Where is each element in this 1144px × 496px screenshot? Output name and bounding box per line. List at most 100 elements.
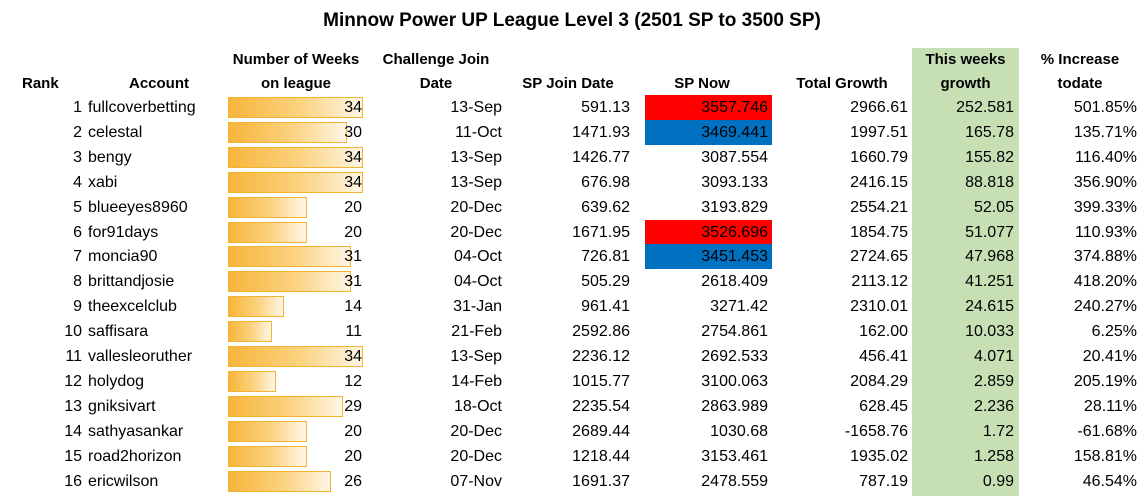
rank-cell: 13 bbox=[64, 397, 82, 415]
header-join-line2: Date bbox=[419, 75, 453, 92]
total-growth-cell: 2084.29 bbox=[850, 372, 908, 390]
sp-now-cell: 2754.861 bbox=[701, 323, 768, 341]
table-row: 11 vallesleoruther 34 13-Sep 2236.12 2692.533… bbox=[0, 344, 1144, 369]
sp-now-cell: 3271.42 bbox=[710, 298, 768, 316]
weeks-data-bar bbox=[228, 97, 363, 118]
weeks-cell: 20 bbox=[344, 223, 362, 241]
total-growth-cell: 2113.12 bbox=[851, 273, 908, 291]
rank-cell: 4 bbox=[73, 173, 82, 191]
sp-now-cell: 3193.829 bbox=[701, 198, 768, 216]
weeks-data-bar bbox=[228, 196, 307, 218]
account-cell: saffisara bbox=[88, 323, 149, 341]
weeks-cell: 26 bbox=[344, 472, 362, 490]
account-cell: holydog bbox=[88, 372, 145, 390]
total-growth-cell: 1935.02 bbox=[850, 447, 908, 465]
increase-cell: 356.90% bbox=[1073, 173, 1137, 191]
header-total-growth: Total Growth bbox=[796, 75, 888, 92]
weekly-growth-column-highlight bbox=[912, 48, 1019, 496]
header-rank: Rank bbox=[22, 75, 59, 92]
rank-cell: 3 bbox=[73, 148, 82, 166]
week-growth-cell: 41.251 bbox=[965, 273, 1014, 291]
sp-join-cell: 1691.37 bbox=[572, 472, 630, 490]
account-cell: theexcelclub bbox=[88, 298, 177, 316]
weeks-cell: 31 bbox=[344, 273, 362, 291]
rank-cell: 12 bbox=[64, 372, 82, 390]
join-date-cell: 21-Feb bbox=[451, 323, 502, 341]
table-row: 8 brittandjosie 31 04-Oct 505.29 2618.409 2113… bbox=[0, 269, 1144, 294]
sp-join-cell: 1015.77 bbox=[572, 372, 630, 390]
rank-cell: 11 bbox=[65, 348, 82, 365]
sp-now-cell: 3153.461 bbox=[701, 447, 768, 465]
weeks-data-bar bbox=[228, 221, 307, 243]
week-growth-cell: 4.071 bbox=[973, 348, 1014, 365]
increase-cell: 28.11% bbox=[1083, 397, 1137, 415]
sp-join-cell: 639.62 bbox=[581, 198, 630, 216]
total-growth-cell: 456.41 bbox=[859, 348, 908, 365]
header-join-line1: Challenge Join bbox=[382, 51, 490, 68]
week-growth-cell: 2.236 bbox=[973, 397, 1014, 415]
sp-now-highlight bbox=[645, 119, 772, 145]
join-date-cell: 18-Oct bbox=[453, 397, 502, 415]
sp-now-cell: 3100.063 bbox=[701, 372, 768, 390]
total-growth-cell: 1660.79 bbox=[850, 148, 908, 166]
week-growth-cell: 155.82 bbox=[965, 148, 1014, 166]
weeks-data-bar bbox=[228, 395, 343, 417]
sp-now-cell: 2692.533 bbox=[701, 348, 768, 365]
sp-join-cell: 2235.54 bbox=[572, 397, 630, 415]
increase-cell: 374.88% bbox=[1073, 248, 1137, 266]
account-cell: blueeyes8960 bbox=[88, 198, 188, 216]
account-cell: vallesleoruther bbox=[88, 348, 193, 365]
total-growth-cell: 2554.21 bbox=[850, 198, 908, 216]
sp-join-cell: 1218.44 bbox=[572, 447, 630, 465]
sp-now-cell: 2618.409 bbox=[701, 273, 768, 291]
increase-cell: 46.54% bbox=[1082, 472, 1137, 490]
sp-now-cell: 1030.68 bbox=[710, 422, 768, 440]
week-growth-cell: 0.99 bbox=[982, 472, 1014, 490]
sp-join-cell: 1471.93 bbox=[572, 123, 630, 141]
sp-now-cell: 2478.559 bbox=[701, 472, 768, 490]
increase-cell: 135.71% bbox=[1073, 123, 1137, 141]
weeks-cell: 30 bbox=[344, 123, 362, 141]
sp-join-cell: 676.98 bbox=[581, 173, 630, 191]
rank-cell: 15 bbox=[64, 447, 82, 465]
total-growth-cell: 1997.51 bbox=[850, 123, 908, 141]
join-date-cell: 13-Sep bbox=[450, 348, 502, 365]
header-weeks-line2: on league bbox=[260, 75, 331, 92]
increase-cell: 240.27% bbox=[1073, 298, 1137, 316]
table-row: 2 celestal 30 11-Oct 1471.93 3469.441 1997.51 1… bbox=[0, 119, 1144, 145]
week-growth-cell: 10.033 bbox=[965, 323, 1014, 341]
increase-cell: 501.85% bbox=[1073, 99, 1137, 116]
sp-join-cell: 505.29 bbox=[581, 273, 630, 291]
rank-cell: 14 bbox=[64, 422, 82, 440]
sp-join-cell: 1426.77 bbox=[572, 148, 630, 166]
week-growth-cell: 2.859 bbox=[973, 372, 1014, 390]
join-date-cell: 13-Sep bbox=[450, 99, 502, 116]
total-growth-cell: 162.00 bbox=[859, 323, 908, 341]
weeks-cell: 34 bbox=[344, 173, 362, 191]
table-row: 9 theexcelclub 14 31-Jan 961.41 3271.42 2310.0… bbox=[0, 294, 1144, 319]
table-row: 10 saffisara 11 21-Feb 2592.86 2754.861 162.00… bbox=[0, 319, 1144, 344]
table-row: 1 fullcoverbetting 34 13-Sep 591.13 3557.746 2… bbox=[0, 95, 1144, 120]
weeks-data-bar bbox=[228, 321, 272, 343]
sp-join-cell: 2592.86 bbox=[572, 323, 630, 341]
sp-now-cell: 3557.746 bbox=[701, 99, 768, 116]
rank-cell: 1 bbox=[73, 99, 82, 116]
weeks-data-bar bbox=[228, 296, 284, 318]
weeks-data-bar bbox=[228, 346, 363, 367]
weeks-cell: 12 bbox=[344, 372, 362, 390]
account-cell: for91days bbox=[88, 223, 159, 241]
sp-now-cell: 3087.554 bbox=[701, 148, 768, 166]
join-date-cell: 13-Sep bbox=[450, 148, 502, 166]
rank-cell: 10 bbox=[64, 323, 82, 341]
weeks-data-bar bbox=[228, 171, 363, 193]
weeks-data-bar bbox=[228, 370, 276, 392]
join-date-cell: 31-Jan bbox=[453, 298, 502, 316]
total-growth-cell: 2310.01 bbox=[850, 298, 908, 316]
weeks-cell: 34 bbox=[344, 148, 362, 166]
week-growth-cell: 88.818 bbox=[965, 173, 1014, 191]
sp-join-cell: 726.81 bbox=[581, 248, 630, 266]
join-date-cell: 07-Nov bbox=[450, 472, 502, 490]
sp-now-cell: 3526.696 bbox=[701, 223, 768, 241]
table-row: 12 holydog 12 14-Feb 1015.77 3100.063 2084.29 2… bbox=[0, 369, 1144, 394]
